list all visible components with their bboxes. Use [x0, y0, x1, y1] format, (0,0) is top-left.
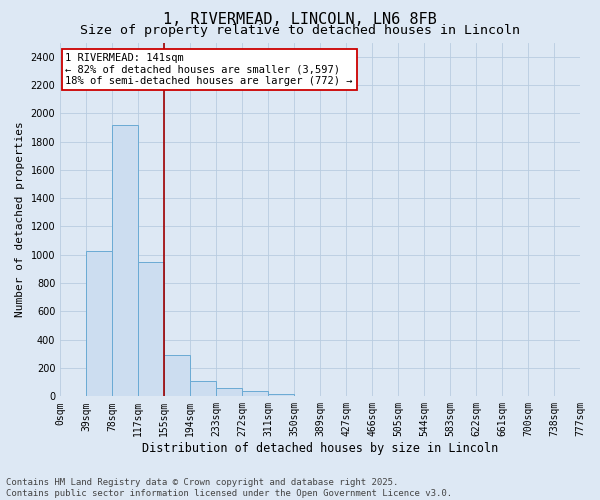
X-axis label: Distribution of detached houses by size in Lincoln: Distribution of detached houses by size …: [142, 442, 498, 455]
Bar: [138, 262, 164, 396]
Text: 1 RIVERMEAD: 141sqm
← 82% of detached houses are smaller (3,597)
18% of semi-det: 1 RIVERMEAD: 141sqm ← 82% of detached ho…: [65, 53, 353, 86]
Bar: [112, 124, 138, 396]
Bar: [86, 250, 112, 396]
Text: Size of property relative to detached houses in Lincoln: Size of property relative to detached ho…: [80, 24, 520, 37]
Bar: [190, 381, 216, 396]
Bar: [216, 388, 242, 396]
Bar: [164, 356, 190, 397]
Text: Contains HM Land Registry data © Crown copyright and database right 2025.
Contai: Contains HM Land Registry data © Crown c…: [6, 478, 452, 498]
Bar: [242, 390, 268, 396]
Text: 1, RIVERMEAD, LINCOLN, LN6 8FB: 1, RIVERMEAD, LINCOLN, LN6 8FB: [163, 12, 437, 28]
Bar: [268, 394, 294, 396]
Y-axis label: Number of detached properties: Number of detached properties: [15, 122, 25, 318]
